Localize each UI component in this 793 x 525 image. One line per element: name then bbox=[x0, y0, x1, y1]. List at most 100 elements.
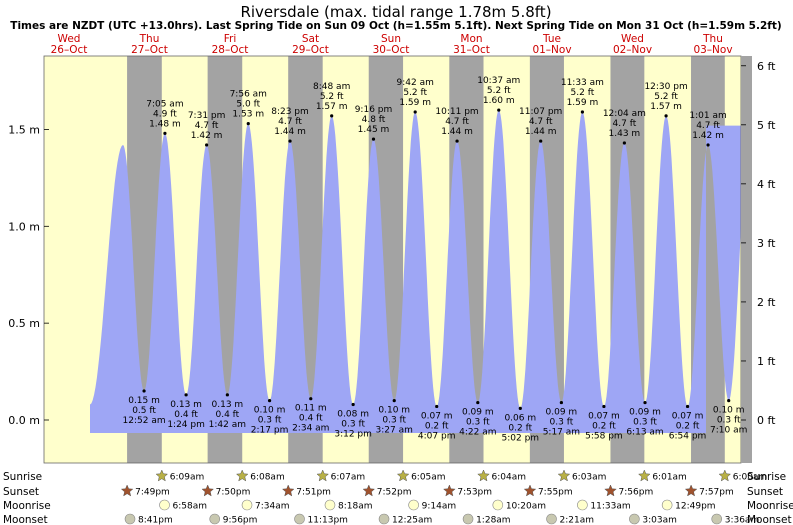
moonrise-icon bbox=[408, 499, 419, 511]
right-tick-label: 2 ft bbox=[757, 296, 776, 309]
row-label-right: Sunrise bbox=[747, 471, 786, 483]
low-tide-time: 4:07 pm bbox=[418, 431, 456, 441]
low-tide-ft: 0.3 ft bbox=[550, 418, 574, 428]
high-tide-point bbox=[706, 143, 710, 147]
sunrise-time: 6:07am bbox=[331, 473, 366, 483]
sunrise-icon bbox=[396, 469, 410, 482]
sunrise-time: 6:09am bbox=[170, 473, 205, 483]
row-label-right: Sunset bbox=[747, 486, 783, 498]
day-date: 30–Oct bbox=[373, 44, 410, 56]
low-tide-point bbox=[435, 404, 439, 409]
sunset-time: 7:51pm bbox=[296, 488, 331, 498]
right-tick-label: 1 ft bbox=[757, 355, 776, 368]
low-tide-m: 0.07 m bbox=[421, 411, 453, 421]
high-tide-point bbox=[163, 131, 167, 135]
right-tick-label: 6 ft bbox=[757, 60, 776, 73]
low-tide-ft: 0.3 ft bbox=[466, 418, 490, 428]
high-tide-time: 10:37 am bbox=[477, 76, 520, 86]
low-tide-time: 3:12 pm bbox=[334, 430, 372, 440]
high-tide-time: 7:56 am bbox=[230, 90, 267, 100]
low-tide-time: 2:34 am bbox=[292, 424, 329, 434]
high-tide-ft: 4.7 ft bbox=[529, 117, 553, 127]
high-tide-point bbox=[371, 137, 376, 141]
moonset-icon bbox=[209, 513, 221, 525]
low-tide-m: 0.10 m bbox=[254, 406, 286, 416]
high-tide-m: 1.59 m bbox=[567, 98, 599, 108]
day-date: 29–Oct bbox=[292, 44, 329, 56]
low-tide-point bbox=[559, 400, 563, 405]
low-tide-point bbox=[392, 399, 396, 403]
row-label-left: Moonrise bbox=[3, 500, 51, 512]
high-tide-time: 1:01 am bbox=[689, 111, 726, 121]
moonrise-time: 10:20am bbox=[506, 502, 546, 512]
moonset-icon bbox=[462, 513, 474, 525]
moonset-time: 8:41pm bbox=[138, 516, 173, 525]
high-tide-time: 8:23 pm bbox=[271, 107, 309, 117]
right-tick-label: 5 ft bbox=[757, 119, 776, 132]
high-tide-time: 12:04 am bbox=[603, 109, 646, 119]
sunset-icon bbox=[604, 484, 617, 497]
day-name: Mon bbox=[460, 33, 482, 45]
sunrise-time: 6:01am bbox=[652, 473, 687, 483]
moonrise-icon bbox=[661, 499, 673, 511]
moonrise-icon bbox=[577, 499, 588, 511]
sunset-icon bbox=[362, 484, 376, 497]
right-axis-bar bbox=[741, 56, 752, 463]
high-tide-ft: 4.9 ft bbox=[153, 109, 177, 119]
sunset-icon bbox=[684, 484, 698, 497]
row-label-left: Sunset bbox=[3, 486, 39, 498]
day-name: Wed bbox=[58, 33, 81, 45]
high-tide-time: 11:33 am bbox=[561, 78, 604, 88]
low-tide-m: 0.08 m bbox=[337, 410, 369, 420]
high-tide-m: 1.44 m bbox=[525, 127, 557, 137]
high-tide-m: 1.42 m bbox=[692, 131, 724, 141]
sunset-icon bbox=[523, 484, 537, 497]
sunset-icon bbox=[120, 484, 134, 497]
moonset-time: 11:13pm bbox=[308, 516, 348, 525]
sunset-time: 7:56pm bbox=[619, 488, 654, 498]
moonrise-time: 9:14am bbox=[422, 502, 457, 512]
low-tide-point bbox=[727, 399, 731, 403]
high-tide-m: 1.57 m bbox=[316, 102, 348, 112]
low-tide-m: 0.11 m bbox=[295, 404, 327, 414]
high-tide-time: 9:42 am bbox=[397, 78, 434, 88]
chart-title: Riversdale (max. tidal range 1.78m 5.8ft… bbox=[240, 3, 551, 21]
low-tide-ft: 0.3 ft bbox=[382, 416, 406, 426]
low-tide-time: 5:02 pm bbox=[502, 433, 540, 443]
moonset-time: 1:28am bbox=[476, 516, 511, 525]
moonrise-time: 6:58am bbox=[173, 502, 208, 512]
moonset-icon bbox=[711, 513, 723, 525]
day-name: Sun bbox=[381, 33, 401, 45]
low-tide-m: 0.13 m bbox=[212, 400, 244, 410]
day-date: 26–Oct bbox=[51, 44, 88, 56]
sunset-time: 7:55pm bbox=[538, 488, 573, 498]
high-tide-ft: 4.7 ft bbox=[613, 119, 637, 129]
low-tide-point bbox=[602, 404, 606, 409]
low-tide-time: 5:17 am bbox=[543, 428, 580, 438]
moonset-time: 2:21am bbox=[560, 516, 595, 525]
high-tide-m: 1.60 m bbox=[483, 96, 515, 106]
low-tide-point bbox=[351, 402, 355, 407]
day-date: 31–Oct bbox=[453, 44, 490, 56]
day-name: Fri bbox=[224, 33, 237, 45]
day-name: Thu bbox=[702, 33, 723, 45]
sunrise-icon bbox=[477, 469, 490, 482]
high-tide-point bbox=[497, 108, 501, 112]
low-tide-m: 0.10 m bbox=[378, 406, 410, 416]
high-tide-time: 7:05 am bbox=[146, 99, 183, 109]
moonrise-icon bbox=[324, 499, 336, 511]
high-tide-ft: 5.2 ft bbox=[571, 88, 595, 98]
low-tide-point bbox=[309, 397, 313, 401]
low-tide-m: 0.09 m bbox=[546, 408, 578, 418]
high-tide-point bbox=[288, 139, 292, 143]
low-tide-ft: 0.5 ft bbox=[132, 406, 156, 416]
right-tick-label: 4 ft bbox=[757, 178, 776, 191]
low-tide-time: 4:22 am bbox=[459, 428, 496, 438]
moonset-time: 3:36am bbox=[725, 516, 760, 525]
high-tide-m: 1.45 m bbox=[358, 125, 390, 135]
high-tide-time: 8:48 am bbox=[313, 82, 350, 92]
high-tide-ft: 4.7 ft bbox=[195, 121, 219, 131]
sunset-icon bbox=[281, 484, 295, 497]
low-tide-time: 6:13 am bbox=[626, 428, 663, 438]
low-tide-point bbox=[225, 393, 229, 397]
